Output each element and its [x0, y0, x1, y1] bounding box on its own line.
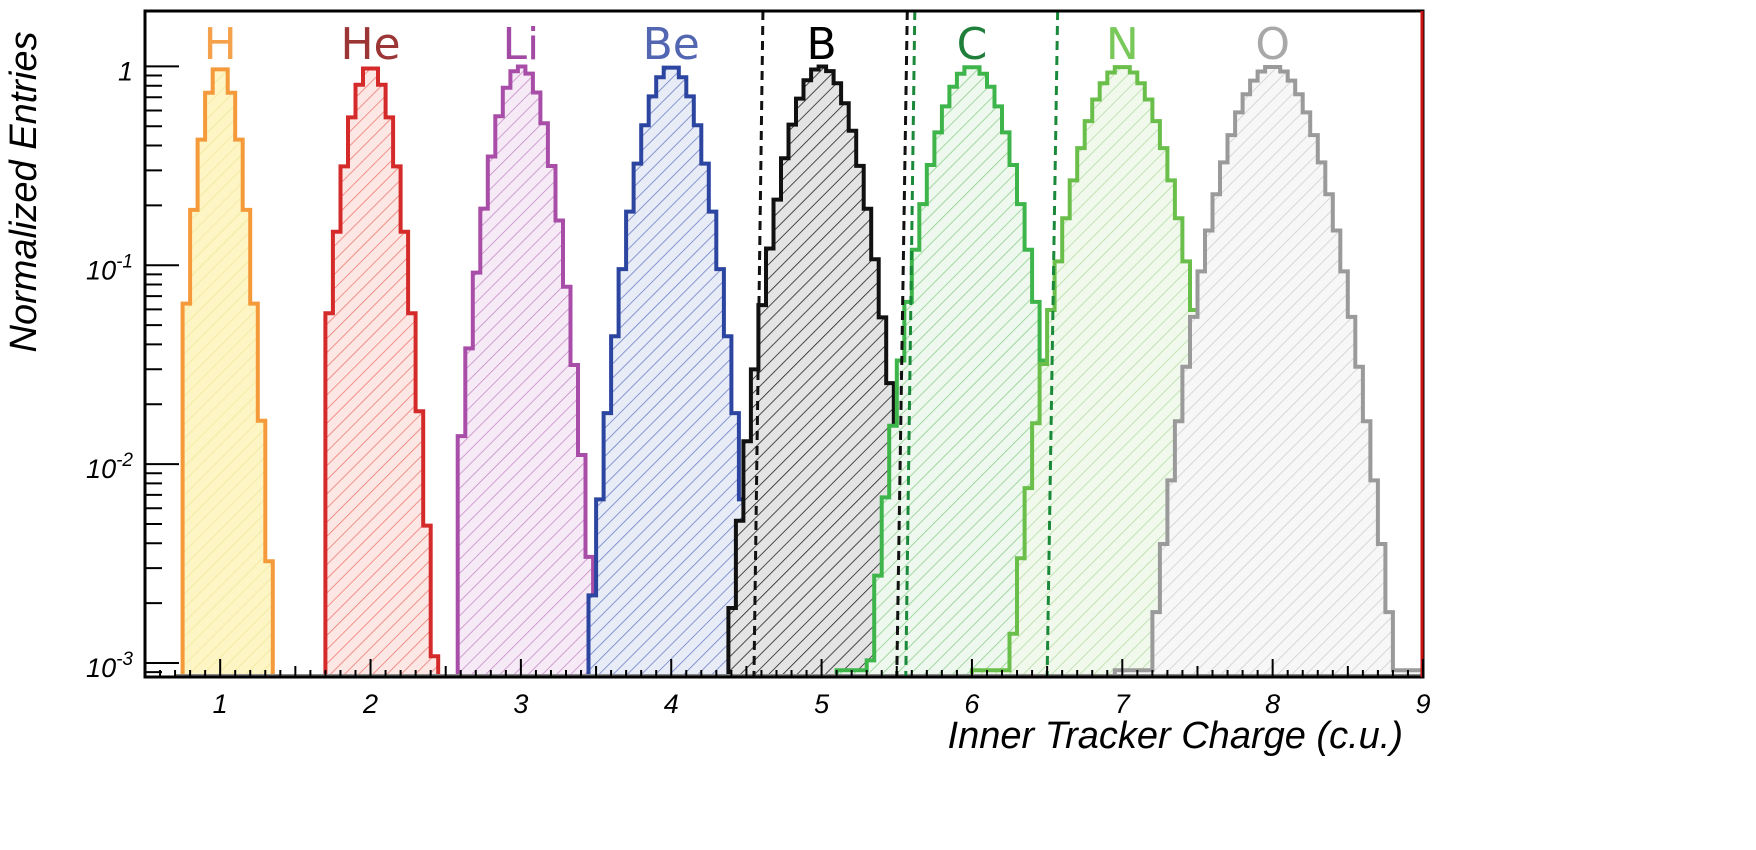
selection-cut-line-2: [895, 11, 909, 677]
histogram-be: [586, 65, 764, 677]
histogram-h: [180, 67, 275, 677]
species-label-h: H: [204, 19, 237, 70]
x-tick-label: 8: [1265, 689, 1280, 719]
species-label-c: C: [957, 19, 988, 70]
x-tick-label: 4: [664, 689, 679, 719]
species-label-be: Be: [643, 19, 700, 70]
x-tick-label: 3: [513, 689, 528, 719]
x-tick-label: 7: [1115, 689, 1131, 719]
histogram-o: [1112, 65, 1423, 677]
species-label-n: N: [1106, 19, 1139, 70]
y-tick-label: 10-3: [86, 649, 133, 683]
ticks-layer: 1 2 3 4 5 6 7 8 9 1 10-1 10-2 10-3: [86, 56, 1430, 719]
selection-cut-line-4: [1045, 11, 1060, 677]
x-tick-label: 1: [213, 689, 228, 719]
selection-cut-line-3: [904, 11, 917, 677]
histogram-li: [455, 64, 596, 677]
species-label-o: O: [1255, 19, 1290, 70]
y-axis-title: Normalized Entries: [3, 32, 45, 353]
x-tick-label: 6: [964, 689, 980, 719]
y-tick-label: 1: [118, 56, 133, 86]
selection-cut-line-1: [752, 11, 765, 677]
x-tick-label: 9: [1415, 689, 1430, 719]
species-label-li: Li: [503, 19, 540, 70]
species-labels-layer: H He Li Be B C N O: [204, 19, 1290, 70]
y-tick-label: 10-2: [86, 450, 133, 484]
y-tick-label: 10-1: [86, 251, 133, 285]
species-label-he: He: [340, 19, 400, 70]
x-tick-label: 2: [362, 689, 378, 719]
cut-lines-layer: [752, 11, 1060, 677]
x-axis-title: Inner Tracker Charge (c.u.): [948, 715, 1403, 757]
histogram-he: [323, 66, 441, 677]
species-label-b: B: [806, 19, 836, 70]
x-tick-label: 5: [814, 689, 830, 719]
histogram-layer: [175, 64, 1423, 677]
